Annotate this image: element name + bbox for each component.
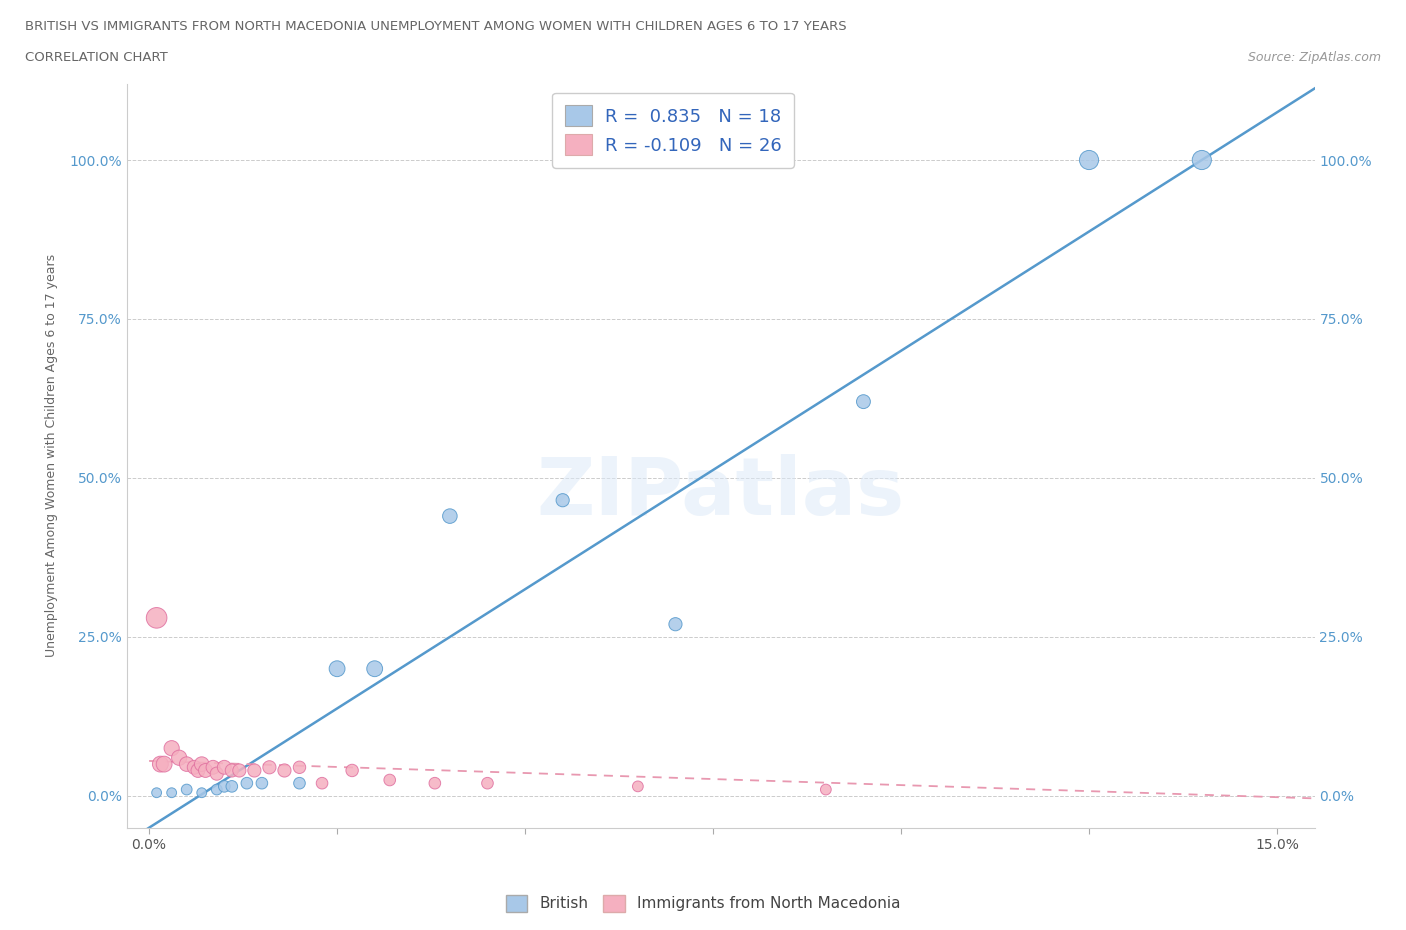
Text: ZIPatlas: ZIPatlas: [537, 454, 904, 532]
Point: [236, 776, 259, 790]
Point: [363, 661, 385, 676]
Text: Source: ZipAtlas.com: Source: ZipAtlas.com: [1247, 51, 1381, 64]
Point: [190, 785, 212, 800]
Point: [205, 782, 228, 797]
Point: [243, 763, 266, 777]
Point: [145, 785, 167, 800]
Legend: British, Immigrants from North Macedonia: British, Immigrants from North Macedonia: [499, 889, 907, 918]
Point: [288, 760, 311, 775]
Point: [1078, 153, 1101, 167]
Point: [814, 782, 837, 797]
Point: [167, 751, 190, 765]
Point: [194, 763, 217, 777]
Point: [311, 776, 333, 790]
Point: [160, 741, 183, 756]
Point: [326, 661, 349, 676]
Point: [202, 760, 225, 775]
Point: [250, 776, 273, 790]
Point: [340, 763, 363, 777]
Point: [153, 757, 176, 772]
Point: [259, 760, 281, 775]
Point: [221, 779, 243, 794]
Point: [288, 776, 311, 790]
Point: [228, 763, 250, 777]
Point: [187, 763, 209, 777]
Text: BRITISH VS IMMIGRANTS FROM NORTH MACEDONIA UNEMPLOYMENT AMONG WOMEN WITH CHILDRE: BRITISH VS IMMIGRANTS FROM NORTH MACEDON…: [25, 20, 846, 33]
Point: [214, 779, 236, 794]
Point: [627, 779, 650, 794]
Point: [221, 763, 243, 777]
Point: [439, 509, 461, 524]
Point: [852, 394, 875, 409]
Point: [423, 776, 446, 790]
Point: [273, 763, 295, 777]
Point: [378, 773, 401, 788]
Point: [176, 757, 198, 772]
Point: [183, 760, 205, 775]
Point: [190, 757, 212, 772]
Point: [149, 757, 172, 772]
Point: [1191, 153, 1213, 167]
Point: [205, 766, 228, 781]
Y-axis label: Unemployment Among Women with Children Ages 6 to 17 years: Unemployment Among Women with Children A…: [45, 254, 58, 658]
Point: [160, 785, 183, 800]
Text: CORRELATION CHART: CORRELATION CHART: [25, 51, 169, 64]
Point: [145, 610, 167, 625]
Point: [176, 782, 198, 797]
Point: [551, 493, 574, 508]
Legend: R =  0.835   N = 18, R = -0.109   N = 26: R = 0.835 N = 18, R = -0.109 N = 26: [553, 93, 794, 167]
Point: [477, 776, 499, 790]
Point: [664, 617, 686, 631]
Point: [214, 760, 236, 775]
